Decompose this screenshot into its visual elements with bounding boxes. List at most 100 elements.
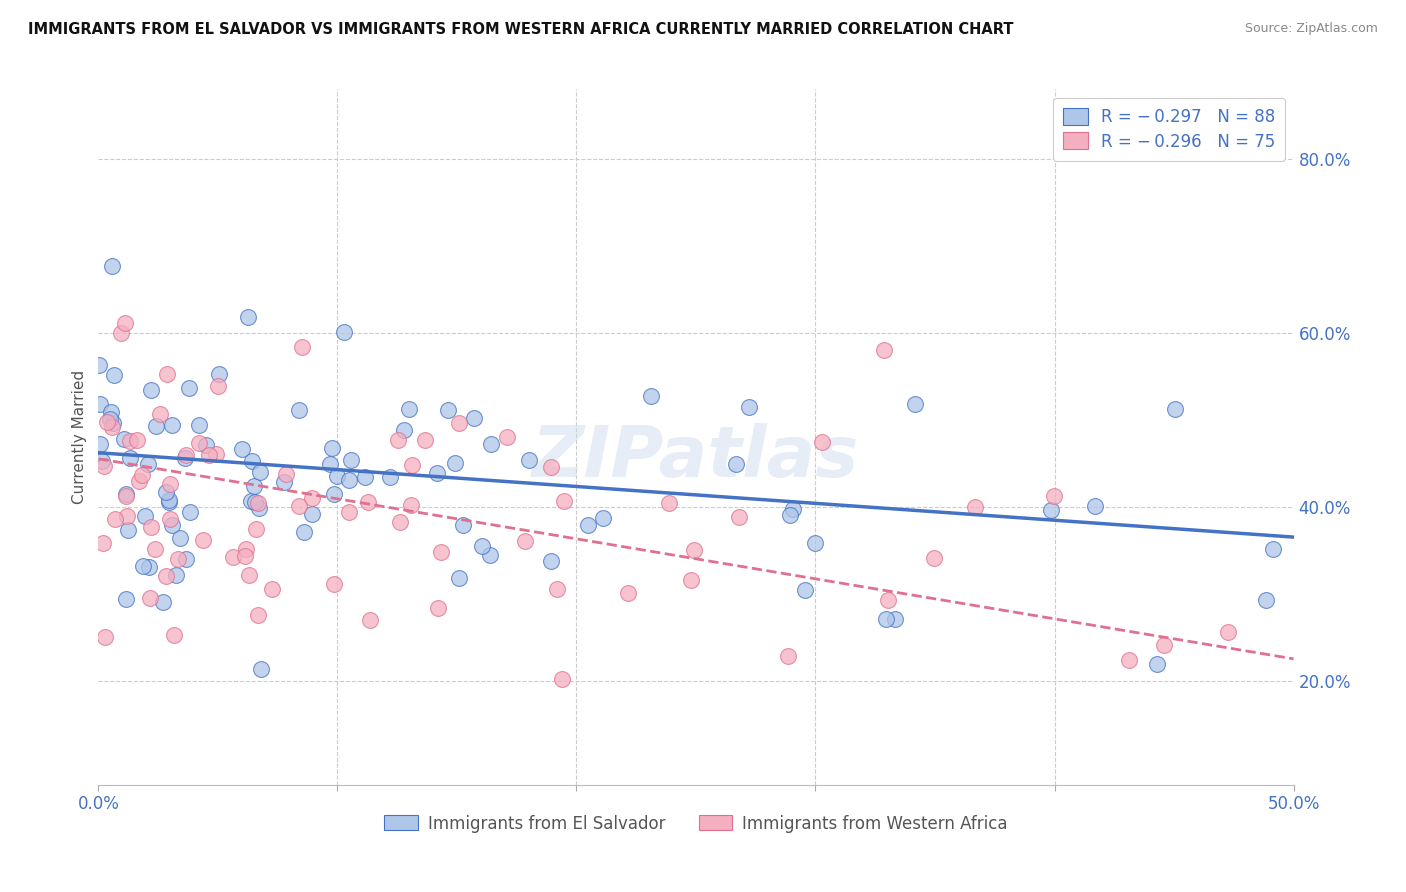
Point	[401, 458, 423, 473]
Y-axis label: Currently Married: Currently Married	[72, 370, 87, 504]
Point	[1216, 625, 1239, 640]
Point	[875, 611, 897, 625]
Point	[546, 582, 568, 596]
Point	[471, 539, 494, 553]
Point	[262, 582, 284, 596]
Point	[193, 533, 215, 548]
Point	[291, 340, 314, 354]
Point	[553, 494, 575, 508]
Point	[1084, 500, 1107, 514]
Point	[249, 465, 271, 479]
Point	[658, 496, 681, 510]
Point	[179, 505, 201, 519]
Point	[114, 486, 136, 500]
Point	[139, 591, 162, 605]
Point	[118, 450, 141, 465]
Point	[426, 467, 449, 481]
Point	[392, 423, 415, 437]
Point	[174, 552, 197, 566]
Point	[117, 523, 139, 537]
Point	[301, 491, 323, 506]
Point	[321, 442, 343, 456]
Point	[246, 496, 269, 510]
Point	[100, 420, 122, 434]
Point	[794, 582, 817, 597]
Point	[427, 601, 450, 615]
Point	[359, 614, 381, 628]
Point	[380, 469, 402, 483]
Point	[245, 522, 267, 536]
Point	[87, 358, 110, 372]
Point	[157, 495, 180, 509]
Point	[682, 542, 704, 557]
Point	[430, 545, 453, 559]
Point	[401, 499, 423, 513]
Point	[240, 493, 263, 508]
Point	[115, 592, 138, 607]
Point	[195, 438, 218, 452]
Point	[110, 326, 132, 340]
Text: Source: ZipAtlas.com: Source: ZipAtlas.com	[1244, 22, 1378, 36]
Point	[143, 541, 166, 556]
Point	[333, 325, 356, 339]
Point	[804, 535, 827, 549]
Point	[208, 367, 231, 381]
Point	[136, 457, 159, 471]
Point	[138, 560, 160, 574]
Point	[301, 508, 323, 522]
Point	[540, 554, 562, 568]
Point	[236, 310, 259, 324]
Point	[387, 434, 409, 448]
Point	[174, 448, 197, 462]
Point	[157, 492, 180, 507]
Point	[246, 608, 269, 623]
Point	[243, 495, 266, 509]
Point	[155, 569, 177, 583]
Point	[357, 495, 380, 509]
Point	[169, 531, 191, 545]
Point	[323, 487, 346, 501]
Point	[323, 576, 346, 591]
Point	[551, 672, 574, 686]
Point	[139, 520, 162, 534]
Point	[592, 511, 614, 525]
Point	[101, 416, 124, 430]
Point	[115, 509, 138, 524]
Point	[238, 567, 260, 582]
Point	[1146, 657, 1168, 671]
Point	[1043, 489, 1066, 503]
Point	[240, 454, 263, 468]
Point	[145, 419, 167, 434]
Point	[188, 435, 211, 450]
Point	[398, 402, 420, 417]
Point	[451, 518, 474, 533]
Point	[339, 453, 361, 467]
Point	[463, 410, 485, 425]
Point	[617, 585, 640, 599]
Point	[188, 417, 211, 432]
Point	[112, 432, 135, 446]
Point	[776, 649, 799, 664]
Point	[160, 418, 183, 433]
Point	[132, 558, 155, 573]
Point	[149, 408, 172, 422]
Point	[103, 368, 125, 382]
Point	[118, 434, 141, 449]
Point	[233, 549, 256, 563]
Point	[131, 468, 153, 483]
Point	[737, 400, 759, 414]
Point	[115, 489, 138, 503]
Point	[782, 501, 804, 516]
Point	[91, 535, 114, 549]
Point	[478, 548, 501, 562]
Point	[155, 485, 177, 500]
Point	[173, 451, 195, 466]
Point	[924, 551, 946, 566]
Point	[159, 477, 181, 491]
Point	[873, 343, 896, 357]
Point	[273, 475, 295, 490]
Point	[444, 456, 467, 470]
Point	[249, 663, 271, 677]
Point	[89, 397, 111, 411]
Point	[152, 594, 174, 608]
